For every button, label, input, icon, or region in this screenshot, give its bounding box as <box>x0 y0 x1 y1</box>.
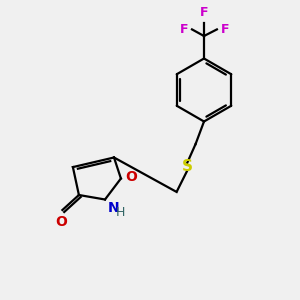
Text: N: N <box>107 201 119 215</box>
Text: F: F <box>200 7 208 20</box>
Text: O: O <box>125 170 137 184</box>
Text: F: F <box>180 23 188 36</box>
Text: S: S <box>182 159 193 174</box>
Text: H: H <box>116 206 125 218</box>
Text: F: F <box>220 23 229 36</box>
Text: O: O <box>55 215 67 230</box>
